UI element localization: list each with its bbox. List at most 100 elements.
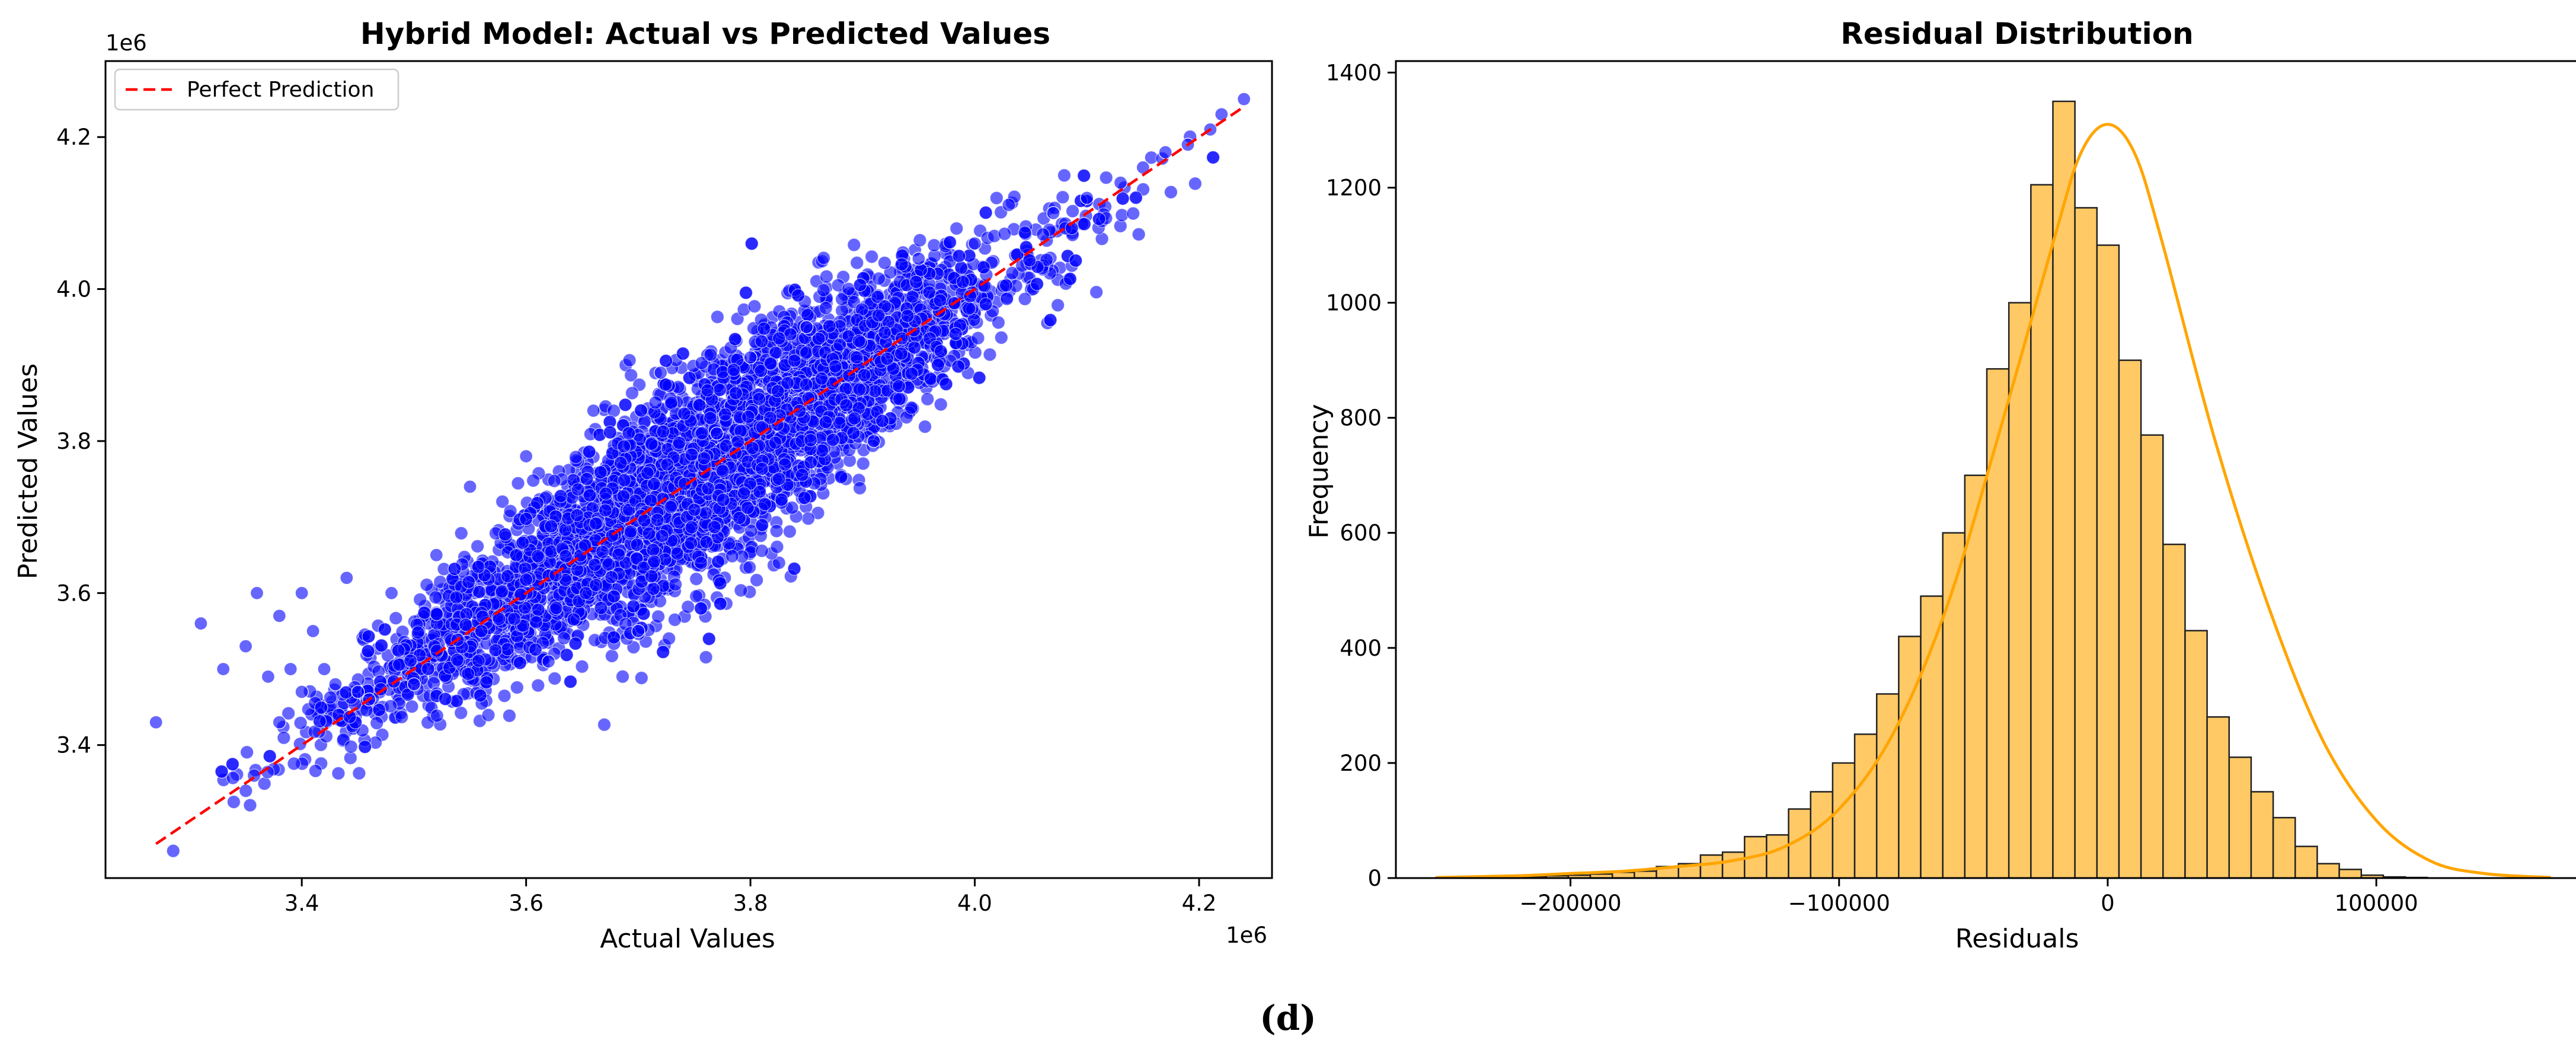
scatter-point bbox=[747, 299, 762, 314]
scatter-point bbox=[358, 740, 372, 754]
scatter-point bbox=[834, 470, 848, 484]
scatter-point bbox=[979, 206, 993, 220]
scatter-point bbox=[713, 596, 727, 611]
scatter-point bbox=[886, 362, 900, 376]
scatter-point bbox=[580, 472, 594, 486]
scatter-point bbox=[656, 425, 670, 439]
scatter-point bbox=[676, 346, 690, 361]
scatter-point bbox=[797, 491, 811, 505]
scatter-point bbox=[667, 612, 682, 627]
scatter-point bbox=[616, 489, 631, 503]
scatter-point bbox=[420, 577, 434, 592]
scatter-point bbox=[1036, 227, 1050, 241]
scatter-point bbox=[1051, 298, 1065, 312]
scatter-point bbox=[852, 334, 866, 348]
scatter-point bbox=[991, 315, 1005, 330]
scatter-point bbox=[847, 238, 861, 252]
scatter-point bbox=[754, 363, 768, 378]
scatter-point bbox=[531, 678, 545, 692]
scatter-point bbox=[816, 283, 830, 298]
scatter-point bbox=[693, 601, 708, 615]
scatter-point bbox=[743, 477, 758, 491]
scatter-point bbox=[413, 592, 427, 607]
scatter-point bbox=[950, 221, 964, 235]
scatter-point bbox=[530, 549, 545, 563]
scatter-point bbox=[877, 256, 892, 270]
scatter-point bbox=[503, 504, 517, 518]
scatter-point bbox=[511, 476, 525, 490]
scatter-point bbox=[689, 572, 704, 586]
scatter-point bbox=[287, 757, 301, 771]
scatter-point bbox=[500, 569, 515, 583]
scatter-points bbox=[149, 92, 1251, 858]
scatter-point bbox=[713, 576, 727, 591]
scatter-point bbox=[921, 392, 935, 406]
scatter-point bbox=[502, 708, 516, 723]
scatter-xtick-label: 3.6 bbox=[509, 891, 544, 916]
scatter-point bbox=[312, 714, 327, 729]
scatter-point bbox=[662, 631, 676, 646]
scatter-point bbox=[607, 630, 621, 644]
scatter-xtick-label: 4.2 bbox=[1182, 891, 1217, 916]
scatter-panel: Hybrid Model: Actual vs Predicted Values… bbox=[13, 17, 1273, 954]
scatter-point bbox=[656, 645, 670, 659]
scatter-point bbox=[913, 233, 927, 247]
scatter-point bbox=[277, 730, 291, 745]
scatter-point bbox=[942, 235, 957, 250]
scatter-point bbox=[846, 426, 861, 440]
scatter-point bbox=[648, 395, 663, 410]
scatter-point bbox=[749, 573, 764, 588]
scatter-point bbox=[1030, 277, 1044, 291]
scatter-point bbox=[430, 708, 444, 723]
scatter-ytick-label: 3.6 bbox=[56, 580, 91, 606]
scatter-point bbox=[1063, 272, 1077, 286]
scatter-point bbox=[344, 739, 358, 754]
scatter-x-offset-label: 1e6 bbox=[1226, 923, 1267, 948]
scatter-point bbox=[362, 629, 376, 643]
scatter-point bbox=[1164, 185, 1178, 199]
scatter-point bbox=[660, 457, 675, 472]
scatter-point bbox=[166, 844, 180, 858]
scatter-point bbox=[718, 407, 732, 422]
scatter-point bbox=[755, 544, 769, 558]
scatter-point bbox=[339, 685, 353, 700]
scatter-point bbox=[868, 384, 882, 398]
scatter-ticks: 3.4 3.6 3.8 4.0 4.23.43.63.84.04.2 bbox=[56, 125, 1216, 916]
scatter-point bbox=[819, 301, 833, 315]
scatter-point bbox=[711, 554, 726, 569]
scatter-point bbox=[571, 482, 585, 497]
scatter-point bbox=[634, 403, 648, 417]
scatter-point bbox=[755, 334, 769, 349]
scatter-point bbox=[480, 675, 494, 690]
scatter-point bbox=[263, 749, 277, 764]
scatter-point bbox=[563, 675, 578, 689]
scatter-point bbox=[1018, 225, 1032, 240]
scatter-point bbox=[934, 397, 948, 411]
scatter-point bbox=[429, 590, 443, 605]
scatter-xlabel: Actual Values bbox=[600, 924, 775, 954]
scatter-point bbox=[331, 766, 346, 780]
scatter-point bbox=[962, 301, 976, 316]
scatter-point bbox=[664, 395, 679, 410]
scatter-point bbox=[894, 257, 909, 272]
scatter-point bbox=[1089, 285, 1104, 299]
scatter-point bbox=[430, 643, 444, 658]
scatter-point bbox=[769, 524, 784, 538]
scatter-point bbox=[605, 649, 619, 663]
scatter-point bbox=[739, 286, 753, 300]
scatter-xtick-label: 3.4 bbox=[285, 891, 319, 916]
scatter-point bbox=[282, 706, 296, 720]
scatter-point bbox=[816, 251, 831, 265]
scatter-point bbox=[799, 345, 814, 360]
scatter-y-offset-label: 1e6 bbox=[106, 30, 147, 56]
scatter-point bbox=[1077, 168, 1091, 183]
scatter-title: Hybrid Model: Actual vs Predicted Values bbox=[360, 17, 1050, 51]
scatter-point bbox=[1132, 227, 1146, 241]
scatter-point bbox=[496, 494, 510, 509]
scatter-point bbox=[1000, 292, 1014, 306]
scatter-point bbox=[1116, 192, 1130, 206]
scatter-point bbox=[323, 690, 338, 704]
scatter-point bbox=[454, 706, 468, 720]
scatter-point bbox=[554, 489, 568, 503]
scatter-point bbox=[704, 347, 718, 362]
